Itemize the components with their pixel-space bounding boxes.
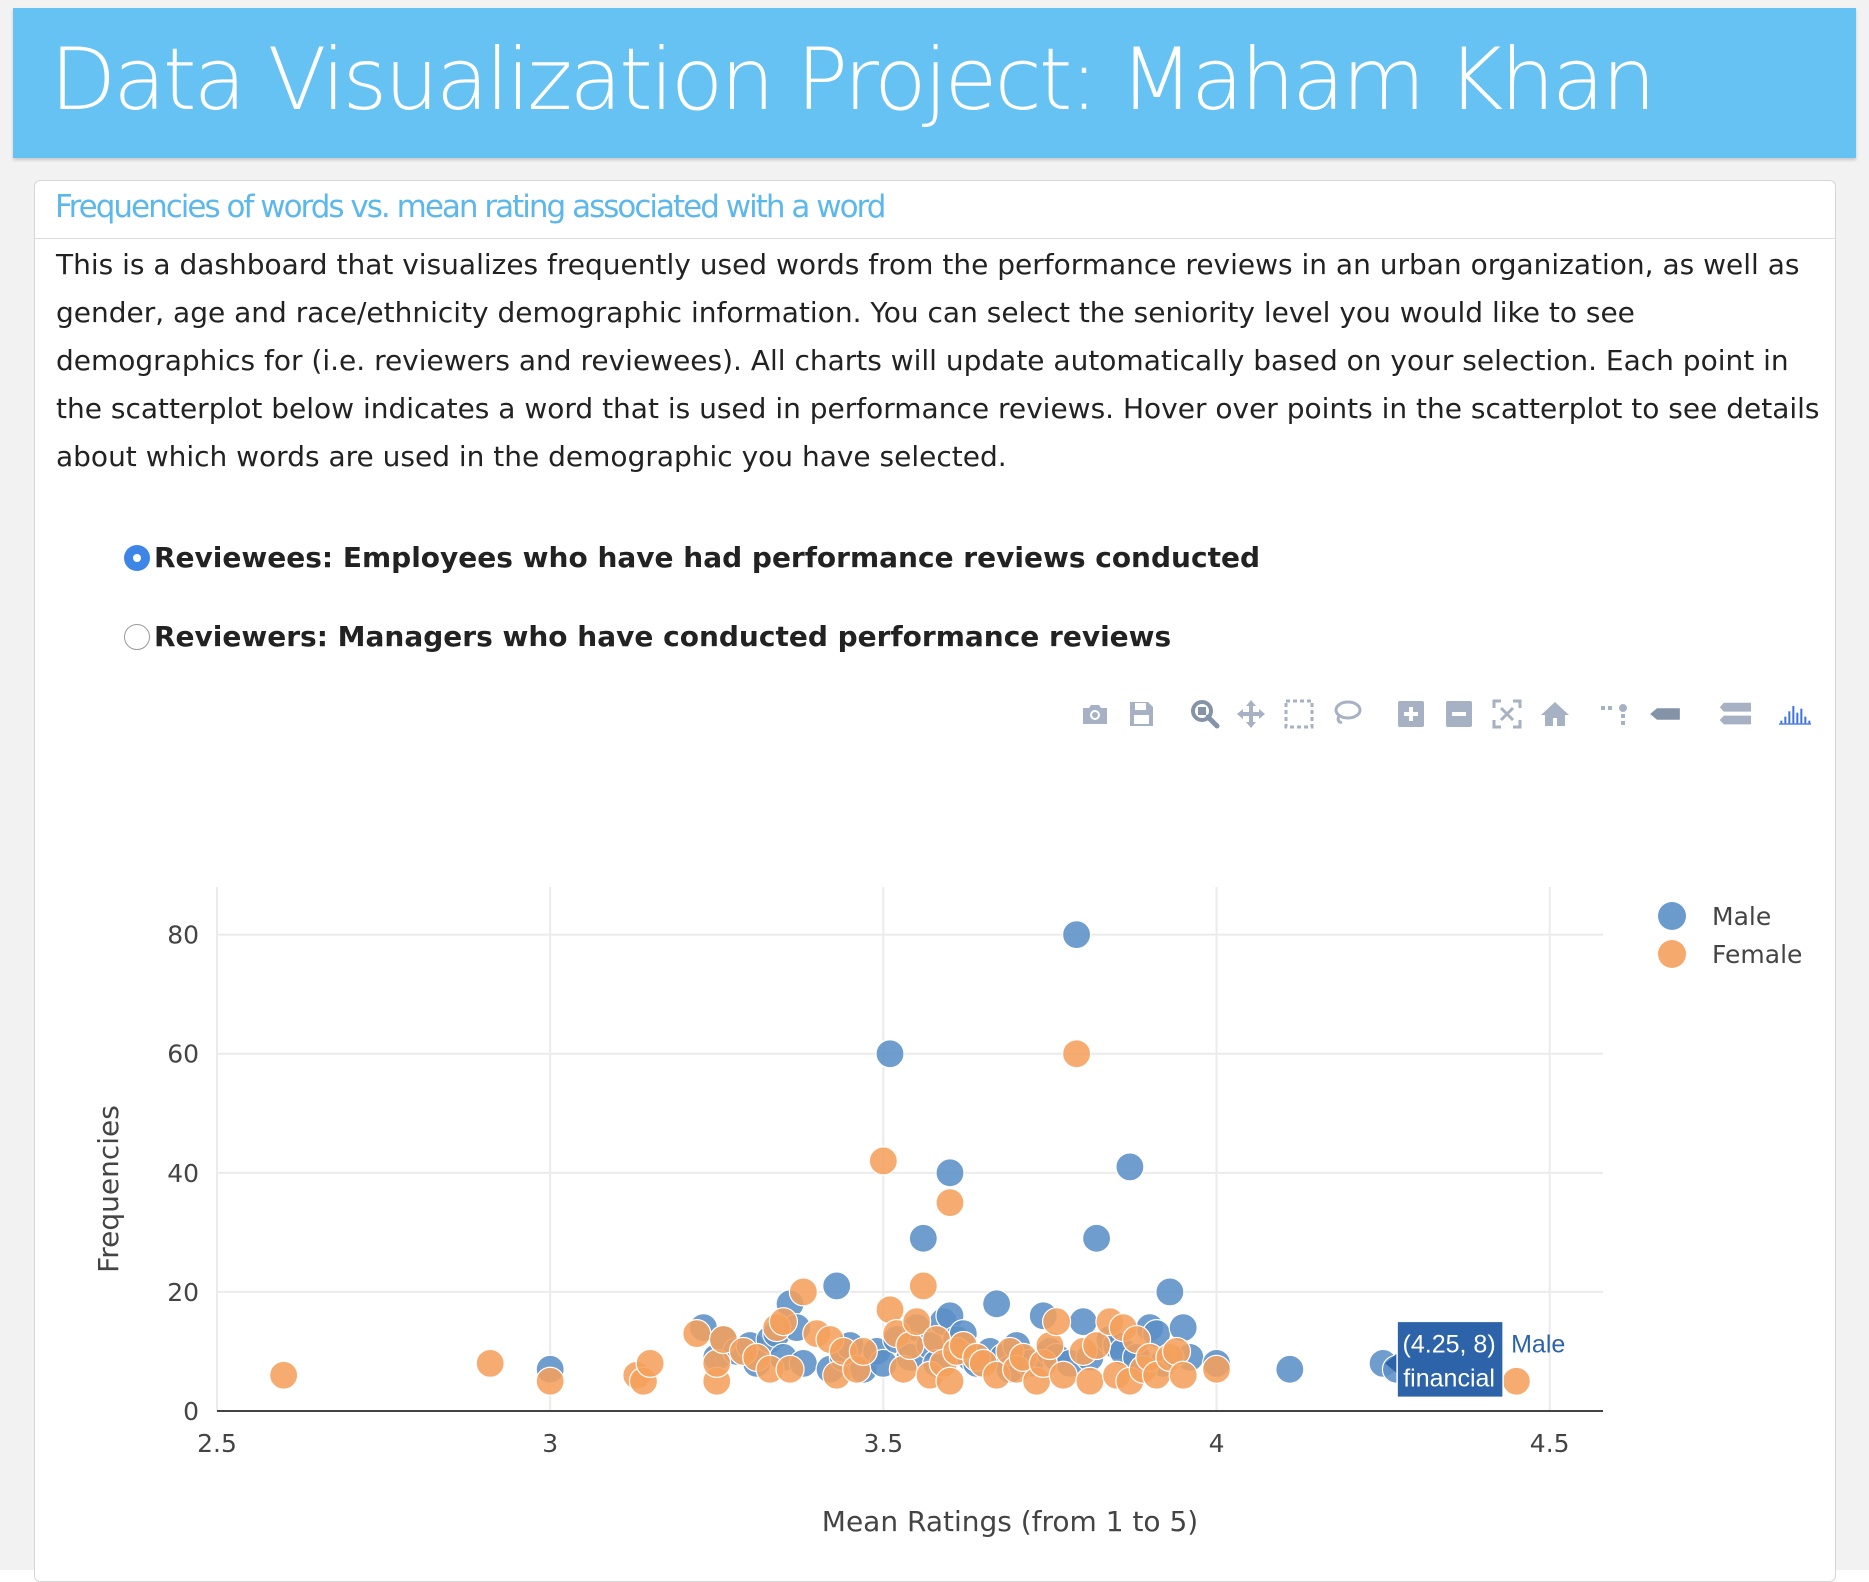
radio-button-reviewees[interactable] (124, 544, 150, 571)
seniority-option-reviewees[interactable]: Reviewees: Employees who have had perfor… (124, 541, 1260, 574)
autoscale-icon[interactable] (1491, 698, 1523, 730)
panel-divider (35, 238, 1835, 239)
save-icon[interactable] (1125, 698, 1157, 730)
box-select-icon[interactable] (1283, 698, 1315, 730)
content-panel: Frequencies of words vs. mean rating ass… (34, 180, 1836, 1582)
zoom-in-icon[interactable] (1395, 698, 1427, 730)
reset-axes-icon[interactable] (1539, 698, 1571, 730)
page-header: Data Visualization Project: Maham Khan (13, 8, 1856, 158)
hover-compare-icon[interactable] (1719, 698, 1751, 730)
camera-icon[interactable] (1079, 698, 1111, 730)
radio-label-reviewees[interactable]: Reviewees: Employees who have had perfor… (154, 541, 1260, 574)
spike-lines-icon[interactable] (1599, 698, 1631, 730)
zoom-out-icon[interactable] (1443, 698, 1475, 730)
hover-closest-icon[interactable] (1649, 698, 1681, 730)
page-title: Data Visualization Project: Maham Khan (50, 30, 1656, 130)
plotly-logo-icon[interactable] (1779, 698, 1811, 730)
chart-modebar (1079, 698, 1869, 730)
panel-title: Frequencies of words vs. mean rating ass… (55, 189, 886, 225)
zoom-icon[interactable] (1189, 698, 1221, 730)
radio-button-reviewers[interactable] (124, 623, 150, 650)
pan-icon[interactable] (1235, 698, 1267, 730)
panel-description: This is a dashboard that visualizes freq… (56, 248, 1820, 473)
lasso-icon[interactable] (1331, 698, 1363, 730)
seniority-option-reviewers[interactable]: Reviewers: Managers who have conducted p… (124, 620, 1171, 653)
radio-label-reviewers[interactable]: Reviewers: Managers who have conducted p… (154, 620, 1172, 653)
